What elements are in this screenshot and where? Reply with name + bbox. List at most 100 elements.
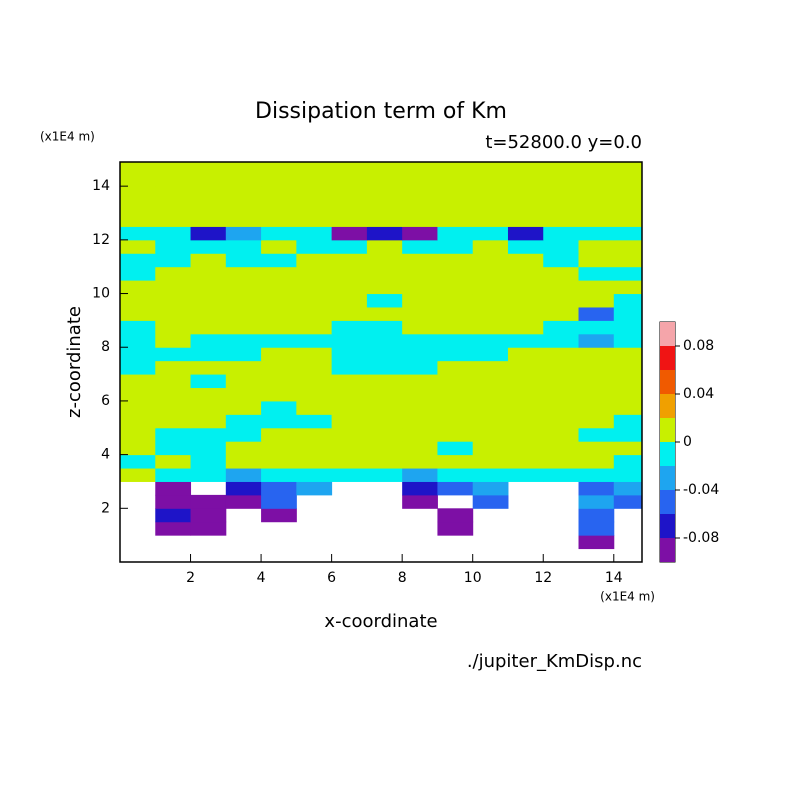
contour-cell [261,266,297,281]
contour-cell [472,266,509,281]
contour-cell [296,199,333,214]
contour-cell [472,239,509,254]
contour-cell [472,387,509,402]
contour-cell [331,374,368,389]
contour-cell [155,521,192,536]
contour-cell [578,441,615,456]
contour-cell [472,481,509,496]
contour-cell [225,333,262,348]
contour-cell [402,374,438,389]
contour-cell [437,508,474,523]
contour-cell [472,441,509,456]
contour-cell [155,320,192,335]
contour-cell [507,333,544,348]
contour-cell [366,347,403,362]
y-tick-label: 6 [101,393,110,409]
contour-cell [543,427,580,442]
contour-cell [613,172,642,187]
contour-cell [543,333,580,348]
contour-cell [402,280,438,295]
contour-cell [120,400,156,415]
contour-cell [437,521,474,536]
contour-cell [190,521,227,536]
contour-cell [613,374,642,389]
contour-cell [190,213,227,227]
contour-cell [225,481,262,496]
contour-cell [296,239,333,254]
contour-cell [120,293,156,308]
contour-cell [507,306,544,321]
contour-cell [261,360,297,375]
contour-cell [578,213,615,227]
contour-cell [507,213,544,227]
contour-cell [331,239,368,254]
contour-cell [155,306,192,321]
contour-cell [578,293,615,308]
contour-cell [543,162,580,174]
contour-cell [155,213,192,227]
contour-cell [296,306,333,321]
contour-cell [366,293,403,308]
contour-cell [507,280,544,295]
contour-cell [507,454,544,469]
contour-cell [543,387,580,402]
contour-cell [402,427,438,442]
contour-cell [225,320,262,335]
contour-cell [190,172,227,187]
contour-cell [472,414,509,429]
contour-cell [578,266,615,281]
contour-cell [190,162,227,174]
contour-cell [120,374,156,389]
contour-cell [366,186,403,201]
contour-cell [578,468,615,482]
contour-cell [402,306,438,321]
contour-cell [402,199,438,214]
contour-cell [261,441,297,456]
contour-cell [190,427,227,442]
contour-cell [366,226,403,241]
contour-cell [578,172,615,187]
contour-cell [225,293,262,308]
contour-cell [190,239,227,254]
x-tick-label: 8 [398,570,407,586]
contour-cell [190,226,227,241]
contour-cell [120,441,156,456]
contour-cell [543,172,580,187]
contour-cell [155,400,192,415]
contour-cell [613,481,642,496]
contour-cell [225,441,262,456]
contour-cell [261,320,297,335]
contour-cell [437,347,474,362]
contour-cell [366,266,403,281]
contour-cell [331,199,368,214]
contour-cell [331,347,368,362]
contour-cell [578,427,615,442]
contour-cell [190,454,227,469]
contour-cell [331,414,368,429]
contour-cell [578,535,615,550]
colorbar-tick-label: 0 [683,434,692,450]
contour-cell [120,253,156,268]
contour-cell [366,333,403,348]
contour-cell [543,213,580,227]
contour-cell [261,213,297,227]
contour-cell [578,280,615,295]
contour-cell [155,199,192,214]
contour-cell [402,360,438,375]
contour-cell [120,266,156,281]
contour-cell [437,427,474,442]
colorbar-tick-label: -0.04 [683,482,719,498]
x-tick-label: 4 [257,570,266,586]
contour-cell [296,387,333,402]
contour-cell [155,387,192,402]
contour-cell [261,347,297,362]
contour-cell [507,441,544,456]
contour-cell [261,494,297,509]
contour-cell [120,454,156,469]
contour-cell [472,213,509,227]
contour-cell [225,468,262,482]
contour-cell [261,454,297,469]
x-tick-label: 10 [464,570,482,586]
contour-cell [225,186,262,201]
